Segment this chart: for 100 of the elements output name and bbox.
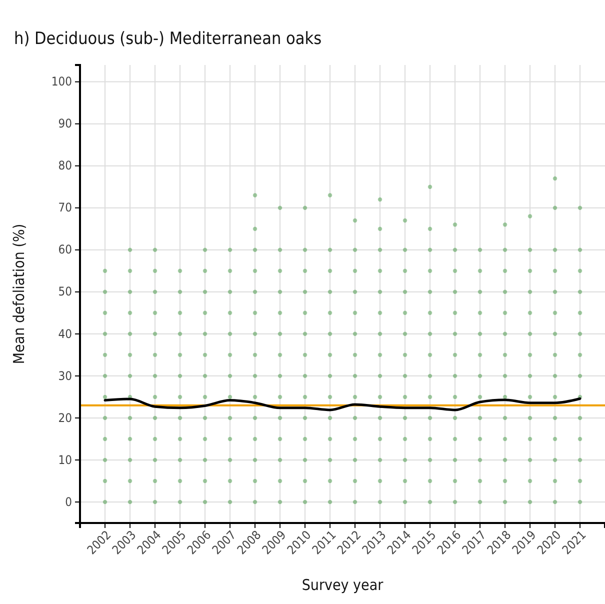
point [452,310,458,316]
point [102,458,108,462]
point [228,290,232,294]
point [528,248,532,252]
point [502,458,508,462]
point [178,310,182,316]
point [278,310,282,316]
point [352,478,358,484]
point [378,394,382,400]
point [502,222,508,227]
y-tick-label: 20 [58,410,72,425]
point [478,500,482,504]
point [328,436,332,442]
point [202,352,208,358]
point [328,268,332,273]
point [528,268,532,273]
point [278,374,282,378]
point [152,352,158,358]
point [102,290,108,294]
point [202,268,208,273]
point [528,478,532,484]
point [528,458,532,462]
point [552,206,558,210]
point [228,394,232,400]
point [502,310,508,316]
point [302,458,308,462]
point [428,374,432,378]
point [252,352,258,358]
point [302,206,308,210]
point [128,500,132,504]
point [352,332,358,336]
point [428,500,432,504]
point [202,290,208,294]
y-tick-label: 90 [58,116,72,131]
point [452,458,458,462]
point [478,478,482,484]
point [428,394,432,400]
point [252,416,258,420]
point [352,290,358,294]
point [428,310,432,316]
point [302,478,308,484]
point [302,248,308,252]
point [252,332,258,336]
point [102,268,108,273]
point [378,374,382,378]
point [252,193,258,198]
point [152,290,158,294]
point [502,248,508,252]
point [178,436,182,442]
point [452,290,458,294]
point [328,248,332,252]
point [278,352,282,358]
point [152,436,158,442]
point [302,310,308,316]
point [328,332,332,336]
point [452,416,458,420]
point [202,310,208,316]
point [378,416,382,420]
point [128,374,132,378]
point [402,268,408,273]
point [378,436,382,442]
point [302,268,308,273]
point [178,478,182,484]
point [352,218,358,223]
point [228,436,232,442]
point [452,352,458,358]
point [178,416,182,420]
point [128,290,132,294]
point [502,268,508,273]
point [278,500,282,504]
point [452,222,458,227]
point [552,478,558,484]
point [278,248,282,252]
point [352,352,358,358]
point [178,394,182,400]
y-tick-label: 40 [58,326,72,341]
point [402,290,408,294]
point [402,310,408,316]
point [352,500,358,504]
point [152,268,158,273]
point [402,394,408,400]
point [302,290,308,294]
point [502,290,508,294]
point [378,352,382,358]
point [478,436,482,442]
y-tick-label: 60 [58,242,72,257]
point [202,416,208,420]
point [478,332,482,336]
point [452,478,458,484]
point [378,500,382,504]
point [352,310,358,316]
point [502,374,508,378]
point [528,290,532,294]
point [578,374,582,378]
point [178,352,182,358]
point [428,184,432,189]
point [528,436,532,442]
point [502,416,508,420]
x-axis-title: Survey year [302,576,384,594]
point [428,352,432,358]
